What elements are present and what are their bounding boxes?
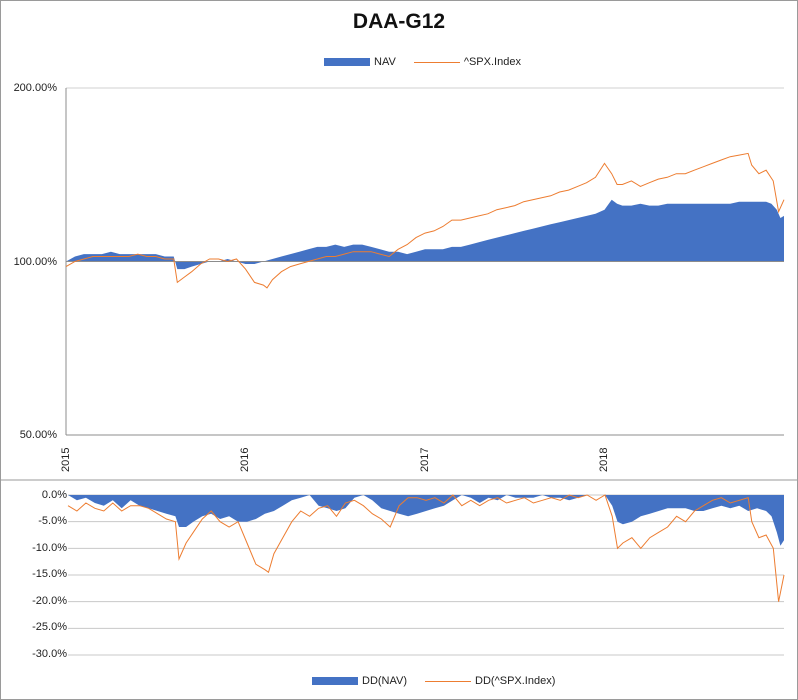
y-tick-50: 50.00% (19, 429, 57, 441)
legend-dd-nav: DD(NAV) (312, 675, 407, 687)
series-nav-area (66, 199, 784, 270)
dd-y-tick-5: -5.0% (38, 515, 67, 527)
bottom-legend: DD(NAV) DD(^SPX.Index) (312, 675, 573, 687)
chart-title: DAA-G12 (352, 10, 446, 33)
dd-y-tick-10: -10.0% (32, 542, 67, 554)
legend-nav-label: NAV (374, 56, 396, 68)
series-dd-spx-line (67, 494, 785, 602)
y-tick-100: 100.00% (13, 256, 57, 268)
legend-nav-swatch (324, 58, 370, 66)
y-tick-200: 200.00% (13, 82, 57, 94)
dd-y-tick-15: -15.0% (32, 568, 67, 580)
series-spx-line (65, 152, 785, 289)
dd-y-tick-30: -30.0% (32, 648, 67, 660)
legend-dd-spx: DD(^SPX.Index) (425, 675, 555, 687)
dd-y-tick-25: -25.0% (32, 621, 67, 633)
legend-spx-label: ^SPX.Index (463, 56, 521, 68)
legend-dd-spx-swatch (425, 680, 472, 682)
dd-y-tick-20: -20.0% (32, 595, 67, 607)
legend-dd-nav-label: DD(NAV) (362, 675, 408, 687)
series-dd-nav-area (68, 495, 784, 546)
legend-spx: ^SPX.Index (413, 56, 521, 68)
legend-dd-nav-swatch (312, 677, 358, 685)
legend-dd-spx-label: DD(^SPX.Index) (475, 675, 556, 687)
top-legend: NAV ^SPX.Index (324, 56, 539, 68)
legend-spx-swatch (413, 61, 460, 63)
legend-nav: NAV (324, 56, 396, 68)
dd-y-tick-0: 0.0% (41, 489, 67, 501)
